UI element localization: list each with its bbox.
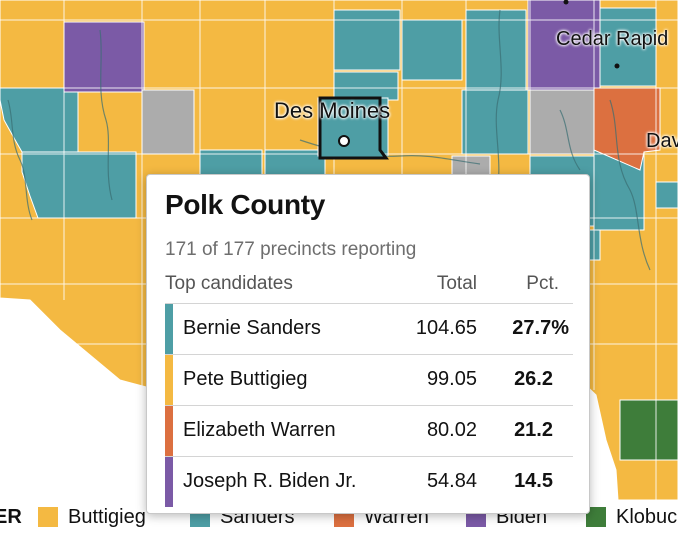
candidate-name: Bernie Sanders — [183, 317, 321, 339]
legend-label-klobuchar: Klobuc — [616, 505, 678, 528]
top-marker — [563, 0, 569, 5]
candidate-row-buttigieg: Pete Buttigieg 99.05 26.2 — [165, 355, 573, 406]
candidate-total: 99.05 — [426, 368, 477, 390]
legend-lead-label: ER — [0, 505, 22, 528]
legend-swatch-klobuchar — [586, 507, 606, 527]
precincts-reporting: 171 of 177 precincts reporting — [165, 239, 417, 260]
candidate-color-bar — [165, 457, 173, 507]
biden-counties[interactable] — [63, 0, 601, 93]
candidate-pct: 26.2 — [514, 368, 553, 390]
candidate-row-sanders: Bernie Sanders 104.65 27.7% — [165, 304, 573, 355]
candidate-name: Pete Buttigieg — [183, 368, 308, 390]
candidate-color-bar — [165, 355, 173, 405]
candidate-name: Elizabeth Warren — [183, 419, 336, 441]
candidate-row-biden: Joseph R. Biden Jr. 54.84 14.5 — [165, 457, 573, 507]
cedar-rapids-marker — [614, 63, 620, 69]
county-name: Polk County — [165, 189, 326, 220]
header-pct: Pct. — [526, 273, 559, 294]
candidate-name: Joseph R. Biden Jr. — [183, 470, 357, 492]
candidate-pct: 14.5 — [514, 470, 553, 492]
results-table-header: Top candidates Total Pct. — [165, 273, 573, 304]
legend-buttigieg: Buttigieg — [38, 500, 146, 534]
results-table: Bernie Sanders 104.65 27.7% Pete Buttigi… — [165, 304, 573, 507]
candidate-pct: 21.2 — [514, 419, 553, 441]
candidate-total: 54.84 — [426, 470, 477, 492]
candidate-row-warren: Elizabeth Warren 80.02 21.2 — [165, 406, 573, 457]
legend-klobuchar: Klobuc — [586, 500, 677, 534]
legend-swatch-buttigieg — [38, 507, 58, 527]
candidate-total: 104.65 — [415, 317, 477, 339]
candidate-total: 80.02 — [426, 419, 477, 441]
county-tooltip: Polk County 171 of 177 precincts reporti… — [146, 174, 590, 514]
des-moines-marker — [338, 135, 350, 147]
candidate-color-bar — [165, 406, 173, 456]
header-total: Total — [436, 273, 477, 294]
polk-county-outline[interactable] — [318, 96, 389, 160]
legend-label-buttigieg: Buttigieg — [68, 505, 146, 528]
candidate-color-bar — [165, 304, 173, 354]
candidate-pct: 27.7% — [512, 317, 569, 339]
klobuchar-county[interactable] — [619, 399, 678, 461]
header-candidates: Top candidates — [165, 273, 293, 294]
legend-lead: ER — [0, 500, 22, 534]
